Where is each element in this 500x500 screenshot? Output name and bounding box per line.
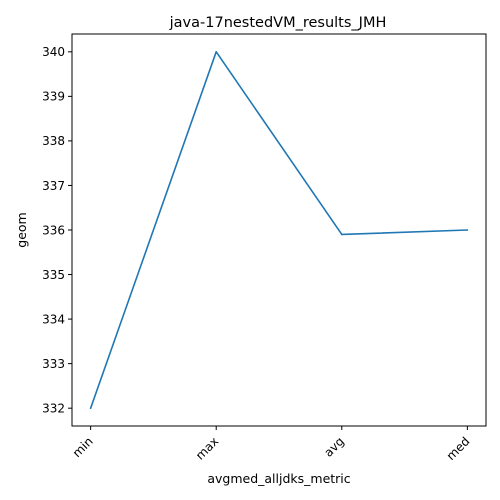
data-point [215,51,218,53]
x-tick-label: med [444,434,473,463]
data-point [340,233,343,236]
chart-title: java-17nestedVM_results_JMH [169,15,387,31]
series-line [89,51,469,409]
data-point [89,407,92,409]
y-tick-label: 338 [42,134,65,148]
x-tick-label: max [193,434,221,462]
x-tick-label: min [70,434,96,460]
plot-frame [71,33,487,427]
y-tick-label: 336 [42,223,65,237]
y-tick-label: 339 [42,90,65,104]
plot-series [89,51,469,409]
data-point [466,229,469,231]
y-tick-label: 332 [42,401,65,415]
y-axis-label: geom [14,212,29,247]
y-tick-label: 334 [42,312,65,326]
x-tick-label: avg [321,434,347,460]
x-axis-label: avgmed_alljdks_metric [207,471,350,486]
y-tick-label: 333 [42,357,65,371]
y-tick-label: 337 [42,179,65,193]
y-tick-label: 335 [42,268,65,282]
x-axis: min max avg med [70,426,473,463]
y-axis: 332 333 334 335 336 337 338 339 340 [42,45,72,415]
y-tick-label: 340 [42,45,65,59]
